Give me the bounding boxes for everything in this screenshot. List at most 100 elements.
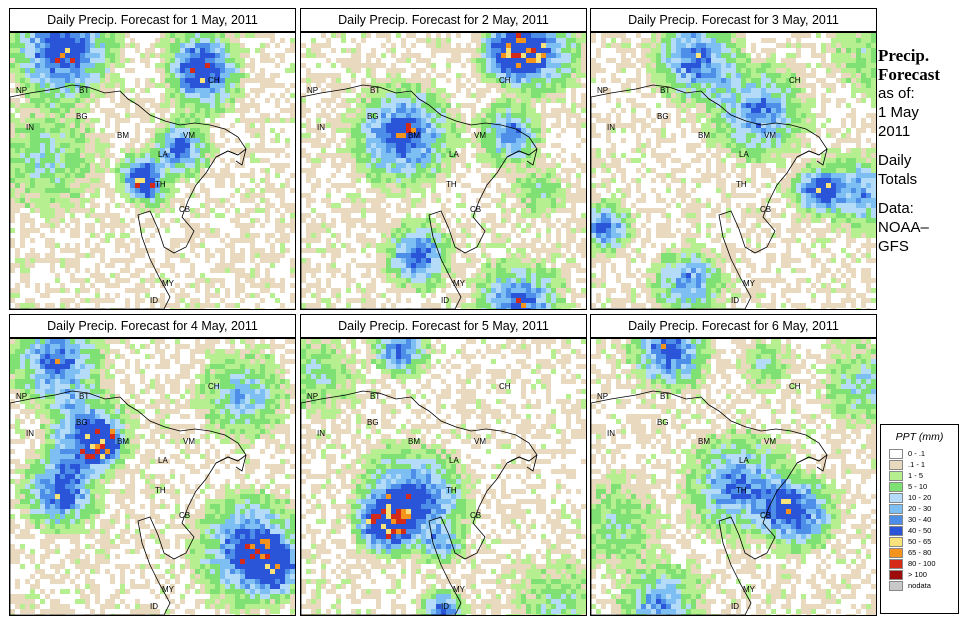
legend-swatch <box>889 470 903 481</box>
country-label-bg: BG <box>657 418 669 427</box>
country-label-bg: BG <box>76 418 88 427</box>
country-label-la: LA <box>739 150 749 159</box>
country-label-in: IN <box>607 123 615 132</box>
country-label-ch: CH <box>208 76 220 85</box>
country-label-np: NP <box>307 86 318 95</box>
country-label-np: NP <box>597 86 608 95</box>
country-label-np: NP <box>16 392 27 401</box>
country-label-bt: BT <box>660 86 670 95</box>
precip-map-day5: NP BT BG IN CH BM VM LA TH CB MY ID <box>300 338 587 616</box>
country-label-my: MY <box>162 279 175 288</box>
country-label-cb: CB <box>760 205 771 214</box>
legend-row: nodata <box>889 580 958 591</box>
legend-swatch <box>889 448 903 459</box>
legend-row: > 100 <box>889 569 958 580</box>
country-label-bm: BM <box>698 131 710 140</box>
forecast-panel-day6: Daily Precip. Forecast for 6 May, 2011 N… <box>590 314 877 616</box>
legend-label: 20 - 30 <box>908 504 932 513</box>
country-label-cb: CB <box>470 205 481 214</box>
legend-swatch <box>889 459 903 470</box>
legend-row: 30 - 40 <box>889 514 958 525</box>
legend-swatch <box>889 547 903 558</box>
precip-raster: NP BT BG IN CH BM VM LA TH CB MY ID <box>591 33 876 309</box>
country-label-cb: CB <box>470 511 481 520</box>
info-source: NOAA– <box>878 219 929 236</box>
country-label-cb: CB <box>179 205 190 214</box>
precip-legend: PPT (mm) 0 - .1 .1 - 1 1 - 5 5 - 10 10 - 20 2… <box>880 424 959 614</box>
country-label-bg: BG <box>657 112 669 121</box>
precip-raster: NP BT BG IN CH BM VM LA TH CB MY ID <box>10 339 295 615</box>
country-label-bm: BM <box>408 131 420 140</box>
panel-title: Daily Precip. Forecast for 1 May, 2011 <box>9 8 296 32</box>
legend-label: 5 - 10 <box>908 482 928 491</box>
country-label-vm: VM <box>474 437 486 446</box>
info-totals: Totals <box>878 171 918 188</box>
country-label-my: MY <box>453 279 466 288</box>
country-label-la: LA <box>449 456 459 465</box>
legend-row: 65 - 80 <box>889 547 958 558</box>
country-label-bg: BG <box>76 112 88 121</box>
legend-row: 10 - 20 <box>889 492 958 503</box>
legend-row: 5 - 10 <box>889 481 958 492</box>
country-label-ch: CH <box>789 76 801 85</box>
forecast-panel-day2: Daily Precip. Forecast for 2 May, 2011 N… <box>300 8 587 310</box>
precip-raster: NP BT BG IN CH BM VM LA TH CB MY ID <box>591 339 876 615</box>
precip-map-day1: NP BT BG IN CH BM VM LA TH CB MY ID <box>9 32 296 310</box>
panel-title: Daily Precip. Forecast for 5 May, 2011 <box>300 314 587 338</box>
country-label-bm: BM <box>117 437 129 446</box>
country-label-np: NP <box>307 392 318 401</box>
forecast-panel-day3: Daily Precip. Forecast for 3 May, 2011 N… <box>590 8 877 310</box>
info-asof: as of: <box>878 85 915 102</box>
forecast-panel-day4: Daily Precip. Forecast for 4 May, 2011 N… <box>9 314 296 616</box>
legend-label: 10 - 20 <box>908 493 932 502</box>
panel-title: Daily Precip. Forecast for 2 May, 2011 <box>300 8 587 32</box>
country-label-in: IN <box>607 429 615 438</box>
legend-label: 30 - 40 <box>908 515 932 524</box>
legend-row: 40 - 50 <box>889 525 958 536</box>
legend-swatch <box>889 525 903 536</box>
legend-row: 50 - 65 <box>889 536 958 547</box>
country-label-th: TH <box>446 180 457 189</box>
country-label-bm: BM <box>408 437 420 446</box>
legend-label: 65 - 80 <box>908 548 932 557</box>
legend-label: nodata <box>908 581 931 590</box>
country-label-th: TH <box>736 180 747 189</box>
country-label-id: ID <box>150 296 158 305</box>
info-source: GFS <box>878 238 909 255</box>
country-label-th: TH <box>155 486 166 495</box>
country-label-vm: VM <box>183 131 195 140</box>
country-label-bt: BT <box>79 392 89 401</box>
country-label-la: LA <box>158 150 168 159</box>
country-label-bm: BM <box>117 131 129 140</box>
legend-row: 1 - 5 <box>889 470 958 481</box>
country-label-bg: BG <box>367 112 379 121</box>
country-label-id: ID <box>150 602 158 611</box>
info-title: Precip. <box>878 46 930 65</box>
forecast-panel-day1: Daily Precip. Forecast for 1 May, 2011 N… <box>9 8 296 310</box>
country-label-my: MY <box>743 279 756 288</box>
country-label-bg: BG <box>367 418 379 427</box>
country-label-th: TH <box>155 180 166 189</box>
country-label-ch: CH <box>499 76 511 85</box>
precip-raster: NP BT BG IN CH BM VM LA TH CB MY ID <box>10 33 295 309</box>
legend-label: 50 - 65 <box>908 537 932 546</box>
precip-map-day4: NP BT BG IN CH BM VM LA TH CB MY ID <box>9 338 296 616</box>
legend-title: PPT (mm) <box>895 431 944 443</box>
legend-swatch <box>889 558 903 569</box>
legend-row: 0 - .1 <box>889 448 958 459</box>
info-title: Forecast <box>878 65 940 84</box>
country-label-vm: VM <box>474 131 486 140</box>
panel-title: Daily Precip. Forecast for 4 May, 2011 <box>9 314 296 338</box>
country-label-bt: BT <box>79 86 89 95</box>
legend-swatch <box>889 536 903 547</box>
country-label-la: LA <box>158 456 168 465</box>
country-label-bt: BT <box>370 392 380 401</box>
country-label-my: MY <box>453 585 466 594</box>
country-label-in: IN <box>26 429 34 438</box>
precip-raster: NP BT BG IN CH BM VM LA TH CB MY ID <box>301 33 586 309</box>
country-label-in: IN <box>317 429 325 438</box>
country-label-id: ID <box>731 296 739 305</box>
country-label-vm: VM <box>764 437 776 446</box>
country-label-cb: CB <box>179 511 190 520</box>
country-label-in: IN <box>317 123 325 132</box>
